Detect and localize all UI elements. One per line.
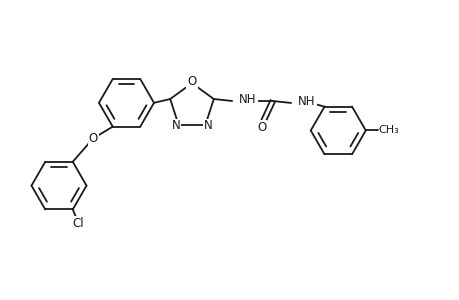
Text: N: N [171, 119, 180, 133]
Text: Cl: Cl [73, 218, 84, 230]
Text: NH: NH [239, 93, 256, 106]
Text: O: O [88, 132, 97, 145]
Text: N: N [203, 119, 212, 133]
Text: NH: NH [298, 95, 315, 108]
Text: O: O [187, 75, 196, 88]
Text: O: O [257, 121, 266, 134]
Text: CH₃: CH₃ [377, 125, 398, 136]
